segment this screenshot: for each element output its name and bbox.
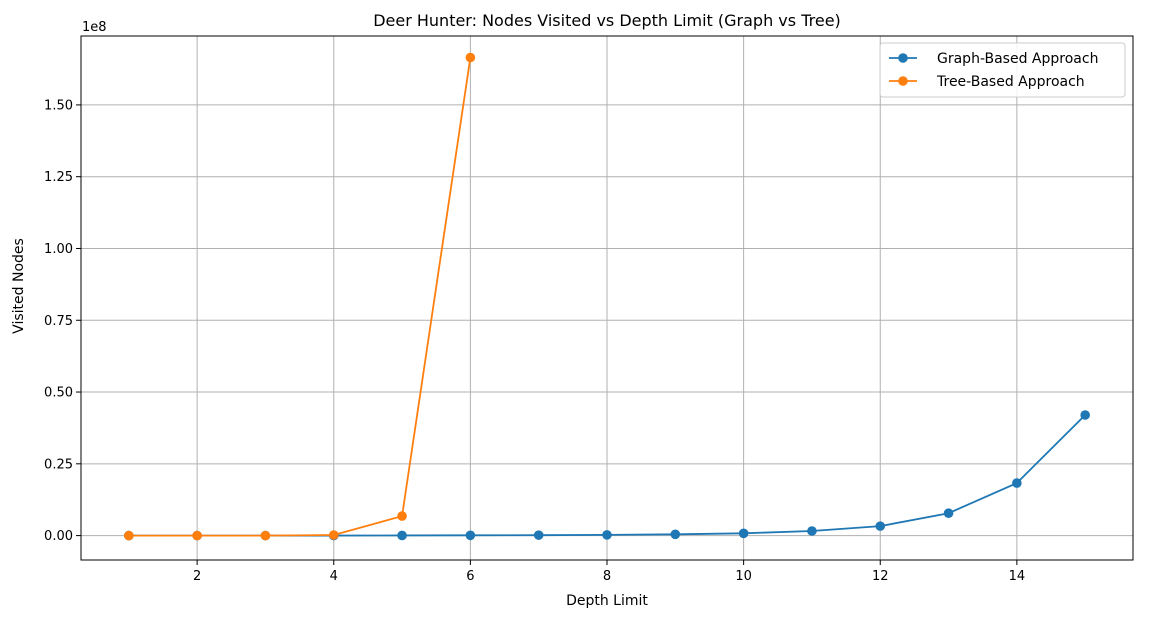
data-point <box>738 528 749 539</box>
data-point <box>260 530 271 541</box>
data-point <box>602 530 612 540</box>
plot-frame <box>80 35 1134 561</box>
y-axis-label: Visited Nodes <box>11 238 27 334</box>
data-point <box>943 508 954 518</box>
data-point <box>328 530 339 540</box>
x-tick-label: 2 <box>193 569 201 584</box>
legend-entry-label: Graph-Based Approach <box>937 51 1098 67</box>
data-point <box>192 530 202 541</box>
y-tick-label: 0.00 <box>44 529 73 544</box>
data-point <box>397 530 407 541</box>
x-tick-label: 4 <box>330 569 338 584</box>
series-line <box>128 57 472 537</box>
data-point <box>533 530 544 540</box>
y-tick-label: 1.25 <box>44 170 73 185</box>
data-point <box>875 521 886 531</box>
y-tick-label: 1.00 <box>44 242 73 257</box>
x-tick-label: 14 <box>1009 569 1026 584</box>
data-point <box>397 511 407 521</box>
legend-entry-label: Tree-Based Approach <box>936 74 1085 90</box>
data-point <box>1012 478 1022 488</box>
x-tick-label: 6 <box>466 569 474 584</box>
legend-marker <box>898 53 908 63</box>
series-layer <box>124 52 1090 541</box>
y-tick-label: 1.50 <box>44 98 73 113</box>
x-tick-label: 8 <box>603 569 611 584</box>
y-tick-label: 0.50 <box>44 386 73 401</box>
axes: 2 4 6 8 10 12 14 0.00 0.25 0.50 0.75 1.00 1.25 1.50 <box>44 98 1025 584</box>
y-tick-label: 0.25 <box>44 457 73 472</box>
data-point <box>1080 410 1090 420</box>
data-point <box>670 529 681 540</box>
data-point <box>807 526 817 536</box>
y-tick-label: 0.75 <box>44 314 73 329</box>
x-tick-label: 12 <box>872 569 889 584</box>
legend: Graph-Based Approach Tree-Based Approach <box>879 42 1126 98</box>
legend-marker <box>898 76 908 86</box>
legend-box <box>879 42 1126 98</box>
chart-title: Deer Hunter: Nodes Visited vs Depth Limi… <box>373 11 841 30</box>
data-point <box>124 530 134 541</box>
x-axis-label: Depth Limit <box>566 593 648 609</box>
x-tick-label: 10 <box>735 569 752 584</box>
data-point <box>465 530 476 541</box>
y-axis-offset-text: 1e8 <box>82 20 107 35</box>
data-point <box>465 52 476 63</box>
series-1 <box>124 52 476 541</box>
